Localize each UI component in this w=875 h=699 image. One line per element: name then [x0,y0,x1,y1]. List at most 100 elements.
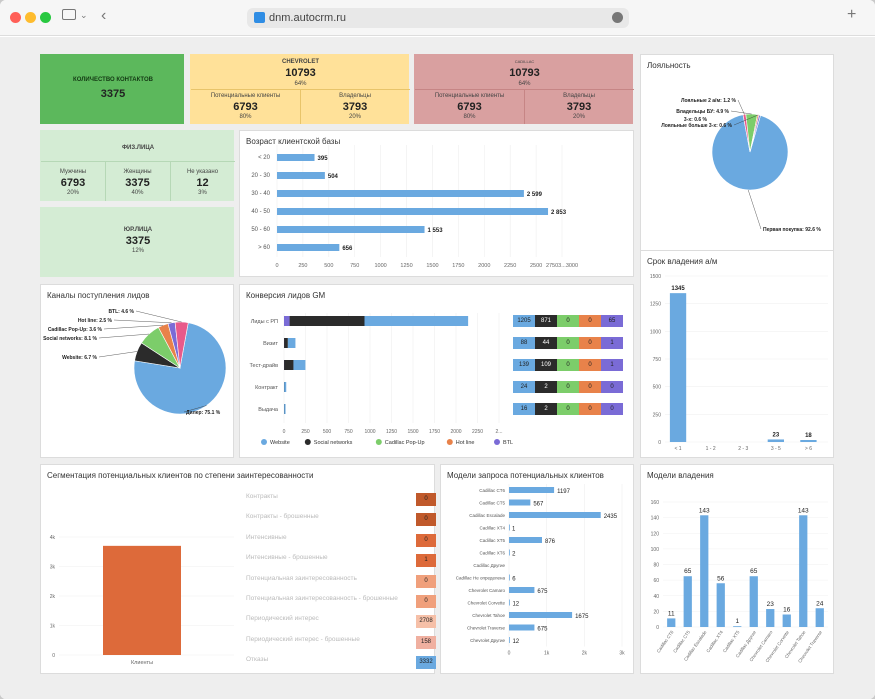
stacked-bar-segment [289,316,365,326]
bar [277,244,340,251]
pie-slice [174,321,189,369]
bar [766,609,775,627]
contacts-label: КОЛИЧЕСТВО КОНТАКТОВ [73,77,153,83]
y-tick-label: 1250 [650,302,661,308]
x-tick-label: 2500 [530,263,542,269]
x-tick-label: 1250 [386,429,397,435]
address-bar[interactable]: dnm.autocrm.ru [247,8,629,28]
cadillac-total-pct: 64% [518,81,531,87]
legend-value-box: 0 [416,595,436,608]
conversion-value-cell: 0 [557,337,579,349]
bar [509,624,535,631]
bar [700,515,709,627]
legend-label: Контракты - брошенные [246,513,319,521]
segmentation-legend-item: Контракты - брошенные 0 [246,513,436,527]
leader-line [98,333,149,339]
sidebar-toggle-icon[interactable] [62,9,76,20]
back-arrow-icon[interactable]: ‹ [101,7,107,24]
legend-label: Потенциальная заинтересованность - броше… [246,595,398,602]
leader-line [737,99,745,115]
maximize-window-button[interactable] [40,12,51,23]
segmentation-legend-item: Интенсивные - брошенные 1 [246,554,436,568]
legend-value-box: 3332 [416,656,436,670]
bar-value-label: 504 [328,174,339,180]
segmentation-panel: Сегментация потенциальных клиентов по ст… [40,464,436,674]
bar [669,293,687,442]
bar [733,626,742,628]
contacts-value: 3375 [100,88,126,100]
more-options-icon[interactable] [612,12,623,23]
leader-line [748,189,762,230]
slice-label: Social networks: 8.1 % [43,336,97,342]
lead-channels-title: Каналы поступления лидов [47,291,150,300]
x-category-label: > 6 [805,446,812,452]
ownership-term-title: Срок владения а/м [647,257,718,266]
bar [782,614,791,627]
chevrolet-potential-pct: 80% [239,114,252,120]
y-tick-label: 20 [653,609,659,615]
bar-value-label: 395 [318,156,329,162]
y-tick-label: 120 [651,531,660,537]
bar-value-label: 1 [735,618,739,625]
x-tick-label: 250 [298,263,307,269]
men-pct: 20% [66,190,79,196]
minimize-window-button[interactable] [25,12,36,23]
cadillac-owners-pct: 20% [572,114,585,120]
legend-label: Cadillac Pop-Up [385,440,425,446]
y-tick-label: 0 [656,625,659,631]
divider [41,161,235,162]
y-category-label: Cadillac CT6 [479,488,505,493]
y-category-label: Cadillac XT5 [479,538,505,543]
x-tick-label: 2000 [450,429,461,435]
leader-line [730,110,752,115]
x-tick-label: 750 [344,429,353,435]
women-pct: 40% [131,190,144,196]
bar-value-label: 12 [512,602,519,608]
x-tick-label: 1000 [364,429,375,435]
slice-label: BTL: 4.6 % [108,309,134,315]
conversion-value-cell: 1 [601,337,623,349]
lead-channels-pie-chart: Дилер: 75.1 % Website: 6.7 % Social networ… [43,309,227,416]
divider [170,161,171,201]
x-tick-label: 2250 [472,429,483,435]
conversion-value-cell: 0 [557,359,579,371]
bar-value-label: 18 [805,433,812,439]
legend-label: Интенсивные - брошенные [246,554,328,562]
bar [509,537,542,543]
bar-value-label: 2435 [604,514,618,520]
cadillac-total: 10793 [509,67,540,79]
close-window-button[interactable] [10,12,21,23]
conversion-value-cell: 0 [601,381,623,393]
bar [509,637,510,643]
legend-value-box: 0 [416,533,436,547]
legend-value-box: 2708 [416,615,436,629]
chevrolet-kpi-card: CHEVROLET 10793 64% Потенциальные клиент… [190,54,410,124]
bar [800,440,817,442]
x-tick-label: 2k [582,651,588,657]
conversion-value-cell: 871 [535,315,557,327]
conversion-value-cell: 1205 [513,315,535,327]
y-tick-label: 80 [653,563,659,569]
conversion-value-cell: 1 [601,359,623,371]
legend-value-box: 0 [416,513,436,527]
y-tick-label: 1500 [650,274,661,280]
x-tick-label: 0 [275,263,278,269]
segmentation-title: Сегментация потенциальных клиентов по ст… [47,471,314,480]
chevron-down-icon[interactable]: ⌄ [80,10,88,20]
bar [509,499,531,506]
x-tick-label: 0 [508,651,511,657]
y-tick-label: 160 [651,500,660,506]
stacked-bar-segment [284,382,287,392]
y-category-label: Cadillac XT4 [479,526,505,531]
new-tab-icon[interactable]: + [847,6,857,23]
divider [300,89,301,124]
leader-line [135,310,182,323]
cadillac-owners-label: Владельцы [563,93,595,99]
chevrolet-owners-value: 3793 [342,101,368,113]
y-category-label: 50 - 60 [251,227,270,233]
segmentation-legend-item: Контракты 0 [246,493,436,507]
leader-line [98,351,138,358]
y-tick-label: 0 [52,653,55,659]
